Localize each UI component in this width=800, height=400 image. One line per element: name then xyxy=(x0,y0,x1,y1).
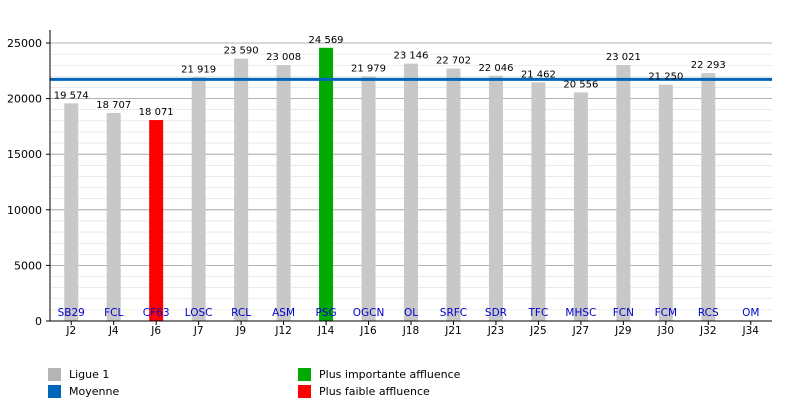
team-label: SRFC xyxy=(440,307,467,319)
x-tick-label: J32 xyxy=(699,325,716,337)
x-tick-label: J9 xyxy=(235,325,246,337)
bar-value-label: 22 046 xyxy=(478,63,513,74)
team-label: SDR xyxy=(485,307,507,319)
legend-label-max: Plus importante affluence xyxy=(319,368,461,381)
y-tick-label: 5000 xyxy=(14,259,42,272)
team-label: OL xyxy=(404,307,418,319)
x-tick-label: J25 xyxy=(529,325,546,337)
legend-swatch-max xyxy=(298,368,311,381)
data-labels: 19 574 SB29 18 707 FCL 18 071 CF63 21 919 LOSC 2… xyxy=(54,35,760,319)
team-label: OGCN xyxy=(353,307,385,319)
legend-swatch-moyenne xyxy=(48,385,61,398)
bar-value-label: 23 146 xyxy=(394,51,429,62)
x-tick-label: J12 xyxy=(274,325,291,337)
bar-J9 xyxy=(234,58,249,321)
bar-J23 xyxy=(488,75,503,321)
bar-value-label: 21 462 xyxy=(521,69,556,80)
bar-J18 xyxy=(404,63,418,321)
team-label: RCS xyxy=(698,307,719,319)
bar-J7 xyxy=(191,77,206,322)
legend-swatch-ligue1 xyxy=(48,368,61,381)
bar-J25 xyxy=(531,82,546,321)
x-tick-label: J29 xyxy=(614,325,631,337)
bar-J30 xyxy=(658,84,673,321)
legend-item-moyenne: Moyenne xyxy=(48,385,119,398)
y-tick-label: 0 xyxy=(35,315,42,328)
team-label: RCL xyxy=(231,307,251,319)
bar-J32 xyxy=(701,73,716,321)
y-tick-label: 25000 xyxy=(7,37,42,50)
legend-item-ligue1: Ligue 1 xyxy=(48,368,109,381)
bar-value-label: 21 979 xyxy=(351,64,386,75)
x-tick-label: J30 xyxy=(657,325,674,337)
x-tick-label: J2 xyxy=(65,325,76,337)
team-label: PSG xyxy=(315,307,336,319)
team-label: TFC xyxy=(528,307,549,319)
team-label: FCM xyxy=(655,307,677,319)
bar-value-label: 23 590 xyxy=(224,46,259,57)
legend-item-min: Plus faible affluence xyxy=(298,385,430,398)
team-label: ASM xyxy=(272,307,295,319)
x-tick-label: J34 xyxy=(742,325,760,337)
bar-J12 xyxy=(276,65,291,322)
bar-value-label: 21 250 xyxy=(648,72,683,83)
x-tick-label: J14 xyxy=(317,325,335,337)
bar-value-label: 21 919 xyxy=(181,64,216,75)
bar-value-label: 18 707 xyxy=(96,100,131,111)
x-tick-label: J7 xyxy=(193,325,204,337)
y-tick-label: 15000 xyxy=(7,148,42,161)
axes: 0 5000 10000 15000 20000 25000 J2 J4 J6 J7 J9 J12 J1… xyxy=(7,30,772,337)
bar-value-label: 23 008 xyxy=(266,52,301,63)
x-tick-label: J23 xyxy=(487,325,504,337)
y-tick-label: 10000 xyxy=(7,204,42,217)
bar-value-label: 18 071 xyxy=(139,107,174,118)
team-label: FCL xyxy=(104,307,123,319)
bar-value-label: 19 574 xyxy=(54,90,89,101)
bar-J16 xyxy=(361,76,376,321)
team-label: MHSC xyxy=(565,307,596,319)
legend-item-max: Plus importante affluence xyxy=(298,368,460,381)
bar-J21 xyxy=(446,68,461,321)
bar-J4 xyxy=(106,112,121,322)
bar-J29 xyxy=(616,65,631,322)
bar-J2 xyxy=(64,103,79,321)
team-label: SB29 xyxy=(58,307,85,319)
bar-J6 xyxy=(149,120,164,322)
legend-label-ligue1: Ligue 1 xyxy=(69,368,110,381)
x-tick-label: J21 xyxy=(444,325,461,337)
bar-J27 xyxy=(573,92,588,321)
x-tick-label: J16 xyxy=(359,325,377,337)
legend-swatch-min xyxy=(298,385,311,398)
legend-label-min: Plus faible affluence xyxy=(319,385,430,398)
y-tick-label: 20000 xyxy=(7,93,42,106)
bar-J14 xyxy=(319,47,334,321)
bar-value-label: 22 702 xyxy=(436,56,471,67)
bar-value-label: 20 556 xyxy=(563,79,598,90)
bar-value-label: 24 569 xyxy=(309,35,344,46)
team-label: FCN xyxy=(613,307,634,319)
legend-label-moyenne: Moyenne xyxy=(69,385,120,398)
bars xyxy=(64,47,716,322)
team-label: LOSC xyxy=(185,307,213,319)
bar-value-label: 23 021 xyxy=(606,52,641,63)
x-tick-label: J6 xyxy=(150,325,161,337)
x-tick-label: J27 xyxy=(572,325,589,337)
team-label: CF63 xyxy=(143,307,170,319)
bar-value-label: 22 293 xyxy=(691,60,726,71)
x-tick-label: J18 xyxy=(402,325,419,337)
team-label: OM xyxy=(742,307,759,319)
x-tick-label: J4 xyxy=(108,325,119,337)
